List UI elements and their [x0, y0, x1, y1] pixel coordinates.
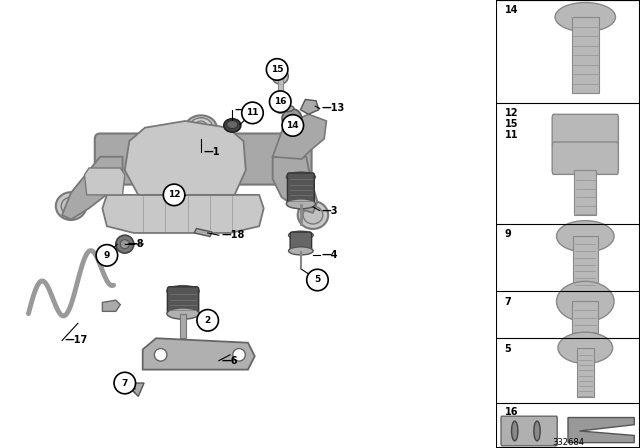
Circle shape	[534, 421, 540, 441]
Circle shape	[233, 349, 245, 361]
Circle shape	[120, 240, 129, 249]
Text: —4: —4	[322, 250, 339, 260]
Text: 15: 15	[271, 65, 284, 74]
Ellipse shape	[289, 231, 313, 239]
Text: —8: —8	[127, 239, 143, 249]
Circle shape	[307, 269, 328, 291]
Circle shape	[114, 372, 136, 394]
Text: 7: 7	[504, 297, 511, 306]
FancyBboxPatch shape	[95, 134, 312, 185]
Ellipse shape	[558, 332, 612, 363]
Text: 14: 14	[287, 121, 299, 130]
Circle shape	[197, 310, 218, 331]
Circle shape	[154, 349, 167, 361]
Text: 14: 14	[504, 5, 518, 15]
FancyBboxPatch shape	[552, 142, 618, 174]
Ellipse shape	[555, 3, 616, 32]
Ellipse shape	[167, 286, 199, 297]
Bar	[575, 170, 596, 215]
FancyBboxPatch shape	[501, 416, 557, 446]
Polygon shape	[62, 157, 123, 220]
Ellipse shape	[278, 105, 294, 112]
Text: —6: —6	[221, 356, 237, 366]
Polygon shape	[300, 99, 319, 114]
Ellipse shape	[224, 119, 241, 132]
FancyBboxPatch shape	[552, 114, 618, 146]
Ellipse shape	[61, 197, 81, 215]
Circle shape	[269, 91, 291, 112]
Polygon shape	[568, 418, 634, 443]
Text: 2: 2	[205, 316, 211, 325]
FancyBboxPatch shape	[167, 287, 198, 314]
Text: 7: 7	[122, 379, 128, 388]
Text: 11: 11	[246, 108, 259, 117]
Polygon shape	[102, 300, 120, 311]
Ellipse shape	[167, 308, 199, 319]
Polygon shape	[126, 383, 144, 396]
Polygon shape	[125, 121, 246, 195]
Ellipse shape	[557, 220, 614, 252]
Bar	[573, 236, 598, 285]
Polygon shape	[102, 195, 264, 233]
Polygon shape	[273, 114, 326, 159]
Circle shape	[511, 421, 518, 441]
Ellipse shape	[56, 192, 86, 220]
Text: 16: 16	[274, 97, 287, 106]
Ellipse shape	[298, 201, 328, 229]
FancyBboxPatch shape	[290, 232, 312, 252]
FancyBboxPatch shape	[287, 173, 314, 204]
Text: —3: —3	[322, 206, 339, 215]
Text: —17: —17	[64, 336, 88, 345]
Bar	[577, 348, 594, 397]
Circle shape	[282, 109, 302, 129]
Circle shape	[266, 59, 288, 80]
Ellipse shape	[227, 121, 238, 129]
Circle shape	[96, 245, 118, 266]
Text: —1: —1	[204, 147, 220, 157]
Ellipse shape	[557, 281, 614, 322]
Circle shape	[272, 68, 288, 84]
Ellipse shape	[286, 172, 316, 182]
Polygon shape	[195, 228, 212, 237]
Ellipse shape	[286, 199, 316, 209]
Text: 9: 9	[504, 229, 511, 239]
Text: 12: 12	[168, 190, 180, 199]
Polygon shape	[273, 157, 317, 213]
Text: 5: 5	[314, 276, 321, 284]
Bar	[180, 314, 186, 338]
Ellipse shape	[186, 115, 216, 140]
Bar	[572, 302, 598, 333]
Text: 332684: 332684	[552, 438, 584, 447]
Circle shape	[242, 102, 263, 124]
Circle shape	[282, 115, 303, 136]
Text: —18: —18	[221, 230, 244, 240]
Text: 16: 16	[504, 407, 518, 417]
Polygon shape	[143, 338, 255, 370]
Text: —10: —10	[235, 105, 258, 115]
Circle shape	[116, 235, 134, 253]
Ellipse shape	[189, 118, 212, 135]
Text: 5: 5	[504, 344, 511, 353]
Bar	[572, 17, 599, 93]
Ellipse shape	[289, 247, 313, 255]
Text: 12
15
11: 12 15 11	[504, 108, 518, 140]
Text: —13: —13	[322, 103, 345, 113]
Ellipse shape	[303, 206, 323, 224]
Bar	[278, 76, 283, 113]
Text: 9: 9	[104, 251, 110, 260]
Polygon shape	[84, 168, 125, 195]
Ellipse shape	[195, 121, 207, 130]
Circle shape	[287, 114, 296, 123]
Circle shape	[163, 184, 185, 206]
